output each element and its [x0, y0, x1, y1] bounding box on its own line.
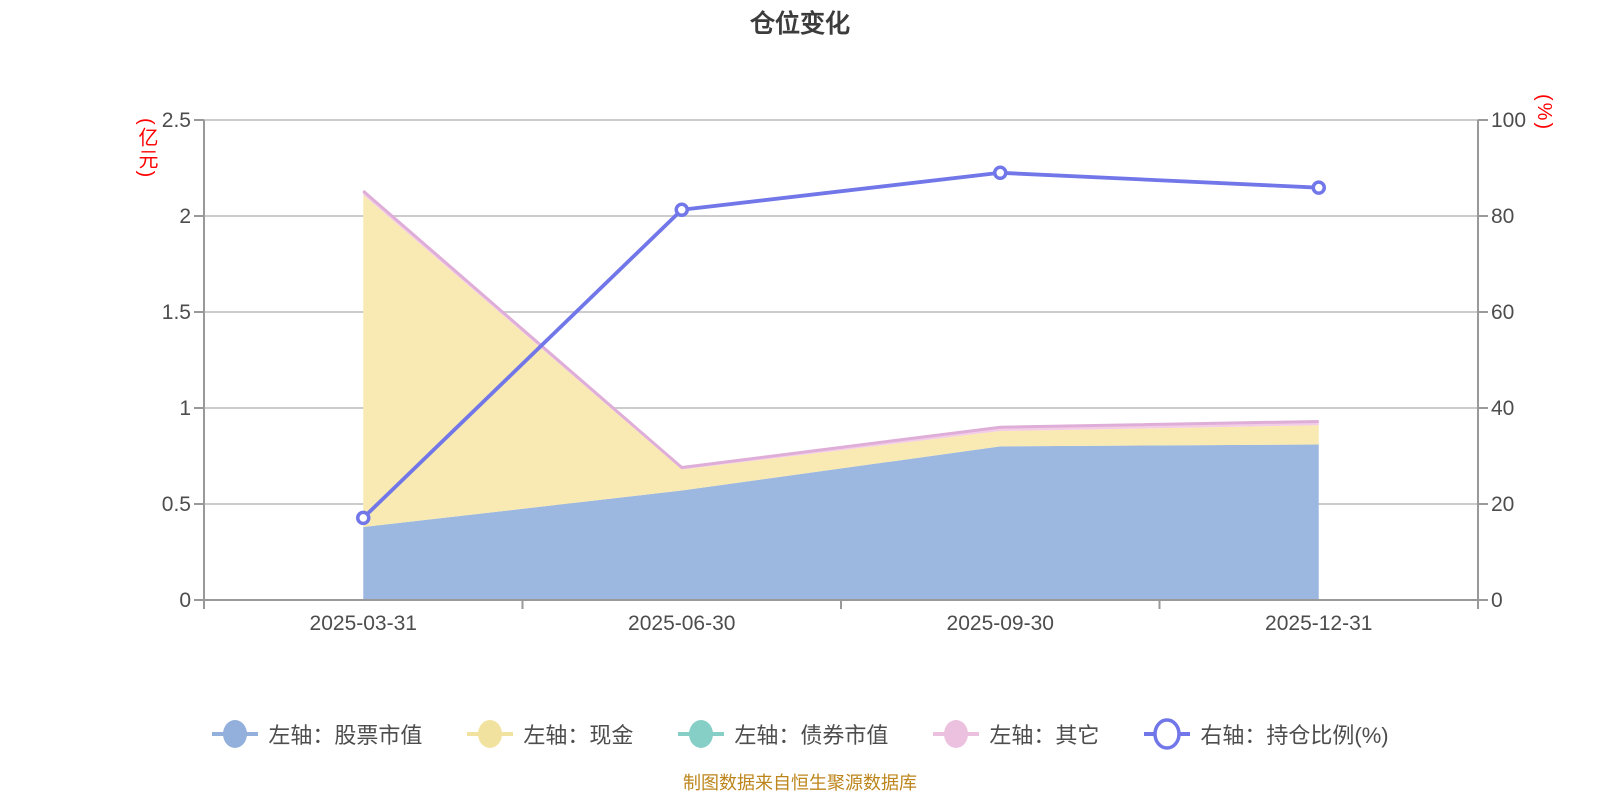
data-point-marker-ratio [1311, 180, 1326, 195]
area-series-cash [363, 194, 1319, 528]
chart-title: 仓位变化 [749, 10, 850, 38]
data-point-marker-ratio [993, 165, 1008, 181]
legend-item-label: 左轴：股票市值 [268, 723, 423, 748]
series-marker-icon [678, 720, 725, 748]
left-axis-unit-label: (亿元) [135, 118, 157, 180]
right-axis-tick-label: 20 [1491, 493, 1514, 516]
data-point-marker-ratio [674, 202, 689, 218]
left-axis-tick-label: 0 [179, 589, 191, 612]
line-series-ratio [361, 170, 1321, 520]
area-series-stock [363, 444, 1319, 600]
legend-item-label: 右轴：持仓比例(%) [1200, 723, 1389, 748]
line-marker-icon [1144, 718, 1191, 750]
chart-legend: 左轴：股票市值 左轴：现金 左轴：债券市值 左轴：其它 右轴：持仓比例(%) [0, 718, 1600, 750]
x-axis-tick-label: 2025-12-31 [1265, 612, 1372, 635]
right-axis-unit-label: (%) [1533, 94, 1555, 132]
legend-item-bond[interactable]: 左轴：债券市值 [677, 718, 888, 750]
area-top-stroke-other [362, 189, 1319, 470]
legend-item-label: 左轴：其它 [989, 723, 1100, 748]
left-axis-tick-label: 1.5 [162, 301, 191, 324]
x-axis-tick-label: 2025-09-30 [947, 612, 1054, 635]
legend-item-stock[interactable]: 左轴：股票市值 [211, 718, 422, 750]
right-axis-tick-label: 0 [1491, 589, 1503, 612]
data-point-marker-ratio [356, 510, 371, 526]
left-axis-tick-label: 0.5 [162, 493, 191, 516]
left-axis-tick-label: 1 [179, 397, 191, 420]
x-axis-tick-label: 2025-06-30 [628, 612, 735, 635]
right-axis-tick-label: 100 [1491, 109, 1526, 132]
legend-item-label: 左轴：现金 [523, 723, 634, 748]
right-axis-tick-label: 40 [1491, 397, 1514, 420]
legend-item-cash[interactable]: 左轴：现金 [466, 718, 633, 750]
left-axis-tick-label: 2.5 [162, 109, 191, 132]
legend-item-ratio[interactable]: 右轴：持仓比例(%) [1143, 718, 1389, 750]
series-marker-icon [467, 720, 514, 748]
x-axis-tick-label: 2025-03-31 [310, 612, 417, 635]
right-axis-tick-label: 80 [1491, 205, 1514, 228]
data-source-note: 制图数据来自恒生聚源数据库 [683, 773, 917, 793]
series-marker-icon [212, 720, 259, 748]
legend-item-label: 左轴：债券市值 [734, 723, 889, 748]
series-marker-icon [933, 720, 980, 748]
left-axis-tick-label: 2 [179, 205, 191, 228]
right-axis-tick-label: 60 [1491, 301, 1514, 324]
legend-item-other[interactable]: 左轴：其它 [932, 718, 1099, 750]
